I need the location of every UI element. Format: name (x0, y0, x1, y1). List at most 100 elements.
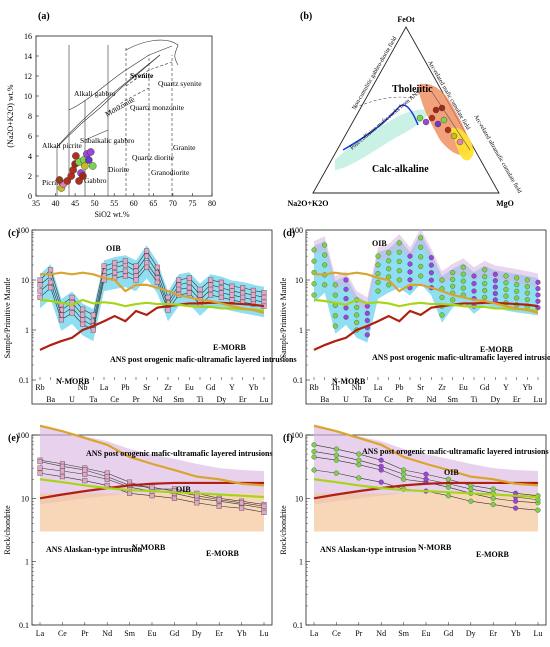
sample-point (59, 463, 65, 469)
sample-point (218, 285, 224, 291)
y-tick-label: 0.1 (293, 376, 303, 385)
x-tick-label: La (100, 383, 109, 392)
afm-label-noncumulitic: Non-cumulitic gabbro-diorite field (351, 35, 399, 111)
panel-f: (f) Rock/chondrite 0.1 1 10 100 La Ce Pr Nd Sm Eu… (279, 424, 549, 638)
sample-point (48, 285, 54, 291)
sample-point (58, 317, 64, 323)
afm-apex-alkali: Na2O+K2O (287, 199, 328, 208)
sample-point (58, 307, 64, 313)
afm-point (456, 138, 464, 146)
sample-point (144, 260, 150, 266)
x-tick-label: 40 (52, 199, 60, 208)
panel-f-y-axis-label: Rock/chondrite (279, 505, 288, 555)
sample-point (239, 500, 245, 506)
x-tick-label: Sr (143, 383, 150, 392)
sample-point (208, 282, 214, 288)
x-tick-label: Lu (260, 629, 269, 638)
sample-point (471, 273, 477, 279)
panel-e: (e) Rock/chondrite 0.1 1 10 100 La Ce Pr Nd Sm Eu… (3, 424, 273, 638)
x-tick-label: Y (229, 383, 235, 392)
x-tick-label: Eu (185, 383, 194, 392)
panel-e-plot (37, 424, 267, 532)
sample-point (229, 292, 235, 298)
y-tick-label: 10 (24, 92, 32, 101)
panel-d-ans-label: ANS post orogenic mafic-ultramafic layer… (372, 353, 550, 362)
x-tick-label: Dy (490, 395, 500, 404)
y-tick-label: 10 (21, 494, 29, 503)
panel-f-emorb-label: E-MORB (476, 550, 510, 559)
x-tick-label: Dy (216, 395, 226, 404)
sample-point (460, 264, 466, 270)
panel-c-nmorb-label: N-MORB (56, 377, 90, 386)
x-tick-label: Nb (352, 383, 362, 392)
sample-point (482, 294, 488, 300)
sample-point (354, 319, 360, 326)
sample-point (133, 268, 139, 274)
sample-point (216, 503, 222, 509)
sample-point (503, 286, 509, 292)
sample-point (261, 509, 267, 515)
sample-point (492, 278, 498, 284)
x-tick-label: Rb (35, 383, 44, 392)
sample-point (356, 457, 362, 463)
panel-e-label: (e) (8, 433, 19, 444)
sample-point (418, 263, 424, 270)
x-tick-label: Th (331, 383, 340, 392)
y-tick-label: 1 (25, 326, 29, 335)
sample-point (407, 277, 413, 283)
sample-point (122, 268, 128, 274)
sample-point (176, 282, 182, 288)
panel-a-x-axis-label: SiO2 wt.% (94, 210, 129, 219)
sample-point (492, 271, 498, 277)
sample-point (261, 503, 267, 509)
tas-point (88, 162, 97, 170)
x-tick-label: Lu (534, 629, 543, 638)
sample-point (186, 290, 192, 296)
sample-point (482, 281, 488, 287)
sample-point (356, 451, 362, 457)
sample-point (428, 270, 434, 276)
sample-point (144, 248, 150, 254)
emorb-line (313, 478, 539, 499)
x-tick-label: Ti (197, 395, 205, 404)
sample-point (69, 305, 75, 311)
afm-field-post-collision (335, 109, 430, 170)
sample-envelope (314, 228, 538, 311)
afm-point (416, 114, 424, 122)
sample-point (428, 262, 434, 268)
sample-line-sample-4 (39, 266, 265, 331)
sample-point (218, 279, 224, 285)
nmorb-line (313, 481, 538, 500)
sample-point (250, 292, 256, 298)
afm-point (440, 116, 448, 124)
panel-d-ticks: 0.1 1 10 100 Rb Th Nb La Pb Sr Zr Eu Gd Y Yb Ba U Ta Ce Pr N… (291, 226, 542, 404)
sample-point (386, 274, 392, 280)
sample-point (332, 292, 338, 298)
panel-b: (b) FeOt Na2O+K2O MgO Tholeiitic Calc-al… (287, 11, 523, 208)
sample-point (492, 290, 498, 297)
sample-point (460, 271, 466, 277)
x-tick-label: 60 (130, 199, 138, 208)
sample-point (418, 235, 424, 241)
tas-field-subalkalic-gabbro: Subalkalic gabbro (80, 136, 135, 145)
sample-point (101, 268, 107, 274)
panel-a-y-ticks: 0 2 4 6 8 10 12 14 16 (24, 32, 39, 201)
sample-point (401, 476, 407, 482)
y-tick-label: 0.1 (293, 621, 303, 630)
layered-band (314, 425, 538, 505)
x-tick-label: Lu (260, 395, 269, 404)
panel-c-ticks: 0.1 1 10 100 Rb Nb La Pb Sr Zr Eu Gd Y Yb Ba U Ta Ce Pr Nd S… (17, 226, 268, 404)
nmorb-line (39, 301, 265, 351)
sample-point (418, 244, 424, 250)
sample-point (450, 297, 456, 303)
sample-point (322, 242, 328, 248)
sample-point (492, 284, 498, 290)
sample-point (229, 283, 235, 289)
sample-point (490, 501, 496, 508)
y-tick-label: 2 (28, 172, 32, 181)
x-tick-label: Lu (534, 395, 543, 404)
sample-point (90, 318, 96, 324)
sample-point (171, 495, 177, 501)
panel-f-ticks: 0.1 1 10 100 La Ce Pr Nd Sm Eu Gd Dy Er Yb Lu (291, 431, 542, 638)
panel-e-nmorb-label: N-MORB (132, 543, 166, 552)
